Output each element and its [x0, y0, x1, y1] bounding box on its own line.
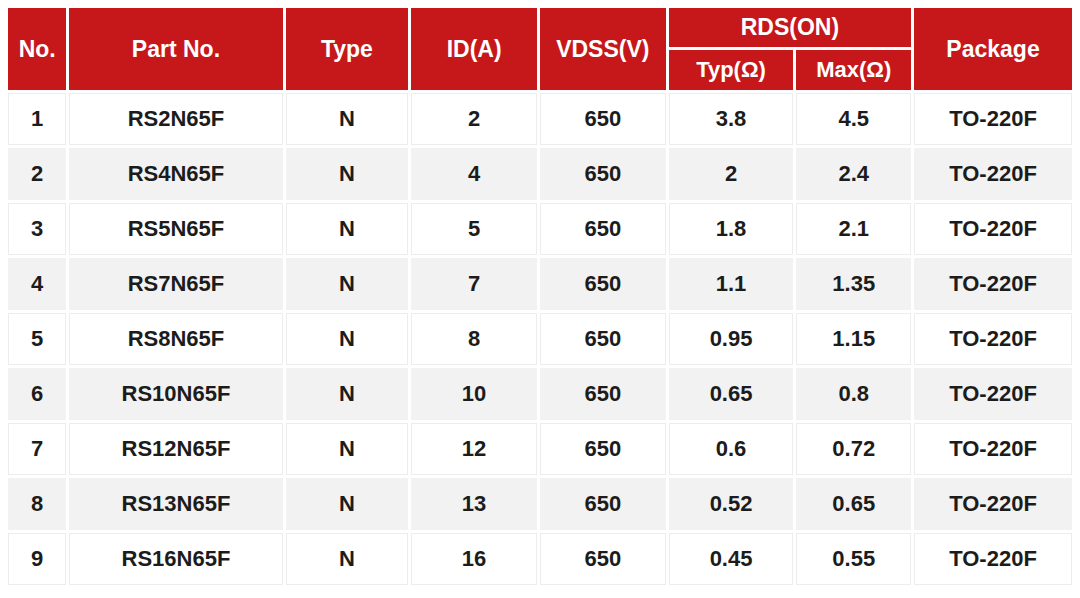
cell-typ-ohm: 0.45 — [669, 533, 794, 585]
cell-no: 2 — [8, 148, 66, 200]
cell-part-no: RS4N65F — [69, 148, 282, 200]
cell-max-ohm: 0.65 — [796, 478, 911, 530]
cell-part-no: RS2N65F — [69, 93, 282, 145]
col-header-package: Package — [914, 8, 1072, 90]
cell-id-a: 13 — [411, 478, 537, 530]
cell-max-ohm: 2.1 — [796, 203, 911, 255]
cell-typ-ohm: 1.1 — [669, 258, 794, 310]
cell-typ-ohm: 0.95 — [669, 313, 794, 365]
cell-id-a: 8 — [411, 313, 537, 365]
cell-vdss-v: 650 — [540, 148, 666, 200]
cell-no: 3 — [8, 203, 66, 255]
cell-id-a: 5 — [411, 203, 537, 255]
cell-no: 1 — [8, 93, 66, 145]
cell-id-a: 10 — [411, 368, 537, 420]
col-header-id-a: ID(A) — [411, 8, 537, 90]
cell-typ-ohm: 1.8 — [669, 203, 794, 255]
cell-typ-ohm: 3.8 — [669, 93, 794, 145]
cell-max-ohm: 2.4 — [796, 148, 911, 200]
cell-package: TO-220F — [914, 203, 1072, 255]
col-header-no: No. — [8, 8, 66, 90]
page: No. Part No. Type ID(A) VDSS(V) RDS(ON) … — [0, 0, 1080, 598]
cell-package: TO-220F — [914, 148, 1072, 200]
cell-part-no: RS13N65F — [69, 478, 282, 530]
mosfet-selection-table: No. Part No. Type ID(A) VDSS(V) RDS(ON) … — [5, 5, 1075, 588]
cell-part-no: RS8N65F — [69, 313, 282, 365]
cell-package: TO-220F — [914, 313, 1072, 365]
cell-vdss-v: 650 — [540, 478, 666, 530]
cell-part-no: RS12N65F — [69, 423, 282, 475]
cell-part-no: RS5N65F — [69, 203, 282, 255]
cell-type: N — [286, 313, 409, 365]
cell-typ-ohm: 0.65 — [669, 368, 794, 420]
cell-id-a: 12 — [411, 423, 537, 475]
cell-vdss-v: 650 — [540, 533, 666, 585]
cell-part-no: RS10N65F — [69, 368, 282, 420]
table-row: 9RS16N65FN166500.450.55TO-220F — [8, 533, 1072, 585]
cell-vdss-v: 650 — [540, 313, 666, 365]
cell-type: N — [286, 423, 409, 475]
cell-no: 4 — [8, 258, 66, 310]
cell-typ-ohm: 0.6 — [669, 423, 794, 475]
table-row: 5RS8N65FN86500.951.15TO-220F — [8, 313, 1072, 365]
cell-max-ohm: 0.72 — [796, 423, 911, 475]
col-header-type: Type — [286, 8, 409, 90]
cell-part-no: RS16N65F — [69, 533, 282, 585]
cell-package: TO-220F — [914, 478, 1072, 530]
cell-package: TO-220F — [914, 533, 1072, 585]
cell-no: 5 — [8, 313, 66, 365]
table-row: 4RS7N65FN76501.11.35TO-220F — [8, 258, 1072, 310]
cell-typ-ohm: 2 — [669, 148, 794, 200]
cell-type: N — [286, 148, 409, 200]
cell-max-ohm: 0.8 — [796, 368, 911, 420]
cell-id-a: 2 — [411, 93, 537, 145]
cell-max-ohm: 4.5 — [796, 93, 911, 145]
cell-vdss-v: 650 — [540, 368, 666, 420]
col-header-typ-ohm: Typ(Ω) — [669, 50, 794, 90]
table-row: 7RS12N65FN126500.60.72TO-220F — [8, 423, 1072, 475]
cell-max-ohm: 1.35 — [796, 258, 911, 310]
cell-id-a: 4 — [411, 148, 537, 200]
cell-type: N — [286, 368, 409, 420]
table-row: 1RS2N65FN26503.84.5TO-220F — [8, 93, 1072, 145]
cell-vdss-v: 650 — [540, 93, 666, 145]
table-row: 2RS4N65FN465022.4TO-220F — [8, 148, 1072, 200]
cell-vdss-v: 650 — [540, 203, 666, 255]
cell-max-ohm: 1.15 — [796, 313, 911, 365]
cell-package: TO-220F — [914, 423, 1072, 475]
col-header-part-no: Part No. — [69, 8, 282, 90]
cell-no: 6 — [8, 368, 66, 420]
cell-no: 8 — [8, 478, 66, 530]
cell-type: N — [286, 93, 409, 145]
cell-package: TO-220F — [914, 368, 1072, 420]
cell-max-ohm: 0.55 — [796, 533, 911, 585]
table-row: 6RS10N65FN106500.650.8TO-220F — [8, 368, 1072, 420]
cell-part-no: RS7N65F — [69, 258, 282, 310]
cell-package: TO-220F — [914, 258, 1072, 310]
table-body: 1RS2N65FN26503.84.5TO-220F2RS4N65FN46502… — [8, 93, 1072, 585]
cell-vdss-v: 650 — [540, 423, 666, 475]
col-header-vdss-v: VDSS(V) — [540, 8, 666, 90]
cell-id-a: 16 — [411, 533, 537, 585]
col-header-max-ohm: Max(Ω) — [796, 50, 911, 90]
cell-type: N — [286, 533, 409, 585]
col-header-rds-on-group: RDS(ON) — [669, 8, 911, 47]
cell-no: 7 — [8, 423, 66, 475]
cell-vdss-v: 650 — [540, 258, 666, 310]
cell-typ-ohm: 0.52 — [669, 478, 794, 530]
cell-type: N — [286, 203, 409, 255]
cell-package: TO-220F — [914, 93, 1072, 145]
table-header: No. Part No. Type ID(A) VDSS(V) RDS(ON) … — [8, 8, 1072, 90]
cell-id-a: 7 — [411, 258, 537, 310]
cell-type: N — [286, 258, 409, 310]
table-row: 8RS13N65FN136500.520.65TO-220F — [8, 478, 1072, 530]
cell-type: N — [286, 478, 409, 530]
table-row: 3RS5N65FN56501.82.1TO-220F — [8, 203, 1072, 255]
cell-no: 9 — [8, 533, 66, 585]
